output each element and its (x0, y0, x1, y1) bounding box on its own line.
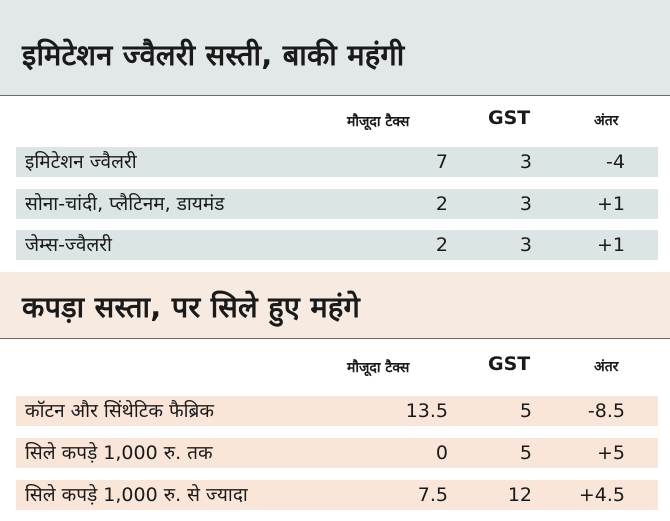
gst-value: 5 (519, 400, 532, 422)
item-name: सोना-चांदी, प्लैटिनम, डायमंड (25, 193, 225, 215)
item-name: जेम्स-ज्वैलरी (25, 234, 112, 256)
row-background (16, 147, 658, 177)
diff-value: -8.5 (587, 400, 625, 422)
diff-value: +1 (596, 234, 625, 256)
diff-value: +4.5 (578, 484, 625, 506)
section1-col-gst: GST (488, 107, 531, 129)
gst-value: 3 (519, 193, 532, 215)
section2-col-current-tax: मौजूदा टैक्स (347, 360, 410, 376)
item-name: सिले कपड़े 1,000 रु. से ज्यादा (25, 484, 248, 506)
row-background (16, 230, 658, 260)
current-tax-value: 0 (435, 442, 448, 464)
section1-col-diff: अंतर (594, 113, 619, 129)
item-name: सिले कपड़े 1,000 रु. तक (25, 442, 213, 464)
section1-col-current-tax: मौजूदा टैक्स (347, 114, 410, 130)
item-name: कॉटन और सिंथेटिक फैब्रिक (25, 400, 214, 422)
table-row: सिले कपड़े 1,000 रु. से ज्यादा 7.5 12 +4… (16, 480, 658, 510)
diff-value: +1 (596, 193, 625, 215)
row-background (16, 438, 658, 468)
section2-col-gst: GST (488, 353, 531, 375)
diff-value: +5 (596, 442, 625, 464)
table-row: कॉटन और सिंथेटिक फैब्रिक 13.5 5 -8.5 (16, 396, 658, 426)
section1-header-band (0, 0, 670, 96)
current-tax-value: 2 (435, 234, 448, 256)
table-row: सिले कपड़े 1,000 रु. तक 0 5 +5 (16, 438, 658, 468)
table-row: सोना-चांदी, प्लैटिनम, डायमंड 2 3 +1 (16, 189, 658, 219)
gst-value: 12 (507, 484, 532, 506)
table-row: जेम्स-ज्वैलरी 2 3 +1 (16, 230, 658, 260)
row-background (16, 480, 658, 510)
gst-value: 5 (519, 442, 532, 464)
gst-value: 3 (519, 234, 532, 256)
row-background (16, 189, 658, 219)
item-name: इमिटेशन ज्वैलरी (25, 151, 137, 173)
current-tax-value: 7.5 (417, 484, 448, 506)
section2-title: कपड़ा सस्ता, पर सिले हुए महंगे (22, 290, 361, 324)
diff-value: -4 (606, 151, 625, 173)
section2-header-band (0, 272, 670, 339)
current-tax-value: 13.5 (405, 400, 448, 422)
gst-value: 3 (519, 151, 532, 173)
section1-title: इमिटेशन ज्वैलरी सस्ती, बाकी महंगी (22, 38, 405, 72)
row-background (16, 396, 658, 426)
current-tax-value: 7 (435, 151, 448, 173)
section2-col-diff: अंतर (594, 359, 619, 375)
current-tax-value: 2 (435, 193, 448, 215)
table-row: इमिटेशन ज्वैलरी 7 3 -4 (16, 147, 658, 177)
